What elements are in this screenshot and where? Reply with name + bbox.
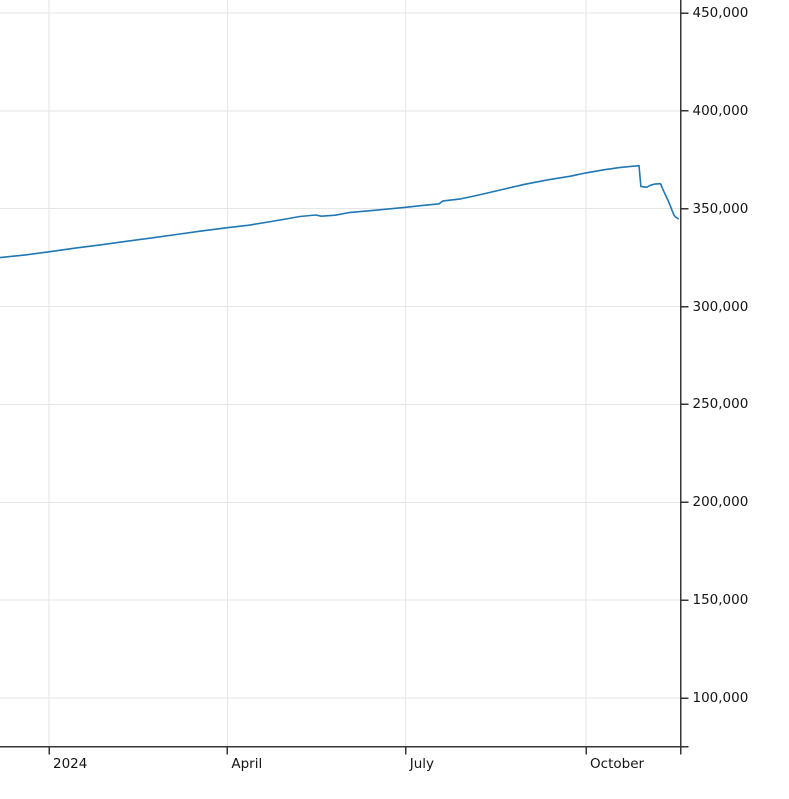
y-tick-label-300000: 300,000 [692,298,749,315]
x-tick-label-2024: 2024 [53,755,88,772]
y-tick-label-250000: 250,000 [692,396,749,413]
y-tick-label-100000: 100,000 [692,690,749,706]
x-tick-label-october: October [590,755,645,772]
y-tick-label-200000: 200,000 [692,494,749,511]
x-tick-label-july: July [409,755,434,772]
y-tick-label-400000: 400,000 [692,102,749,119]
x-tick-label-april: April [231,755,263,772]
series-line-value [0,164,680,259]
y-tick-label-450000: 450,000 [692,5,749,21]
y-tick-label-150000: 150,000 [692,592,749,609]
y-tick-label-350000: 350,000 [692,200,749,217]
